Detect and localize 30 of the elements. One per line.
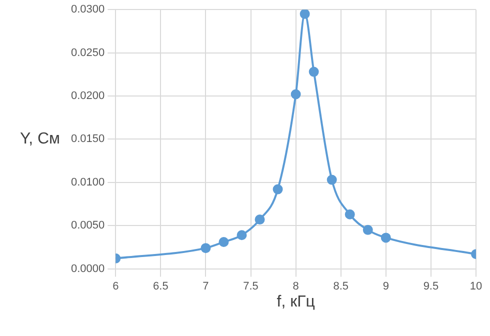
x-tick-label: 7 bbox=[202, 280, 209, 292]
point bbox=[236, 230, 247, 240]
x-tick-label: 9.5 bbox=[423, 280, 439, 292]
y-tick-label: 0.0200 bbox=[70, 90, 105, 102]
point bbox=[308, 66, 319, 77]
x-tick-label: 10 bbox=[470, 280, 482, 292]
point bbox=[362, 224, 373, 235]
point bbox=[344, 209, 355, 220]
y-tick-label: 0.0100 bbox=[70, 176, 105, 188]
y-tick-label: 0.0300 bbox=[70, 4, 105, 16]
x-tick-label: 6.5 bbox=[153, 280, 168, 292]
x-tick-label: 9 bbox=[382, 280, 389, 292]
y-tick-label: 0.0000 bbox=[70, 262, 105, 275]
point bbox=[218, 237, 229, 248]
point bbox=[290, 89, 301, 100]
x-axis-title: f, кГц bbox=[276, 293, 315, 310]
point bbox=[326, 174, 337, 185]
x-tick-label: 8 bbox=[292, 280, 299, 292]
x-tick-label: 7.5 bbox=[243, 280, 258, 292]
y-tick-label: 0.0250 bbox=[70, 46, 105, 59]
y-axis-title: Y, См bbox=[20, 130, 60, 148]
point bbox=[300, 10, 310, 19]
y-tick-label: 0.0050 bbox=[70, 220, 105, 232]
point bbox=[200, 243, 211, 254]
x-tick-label: 8.5 bbox=[333, 280, 349, 292]
x-tick-label: 6 bbox=[112, 280, 119, 292]
y-tick-label: 0.0150 bbox=[70, 133, 105, 146]
point bbox=[272, 184, 283, 194]
point bbox=[380, 232, 391, 243]
point bbox=[254, 214, 265, 225]
